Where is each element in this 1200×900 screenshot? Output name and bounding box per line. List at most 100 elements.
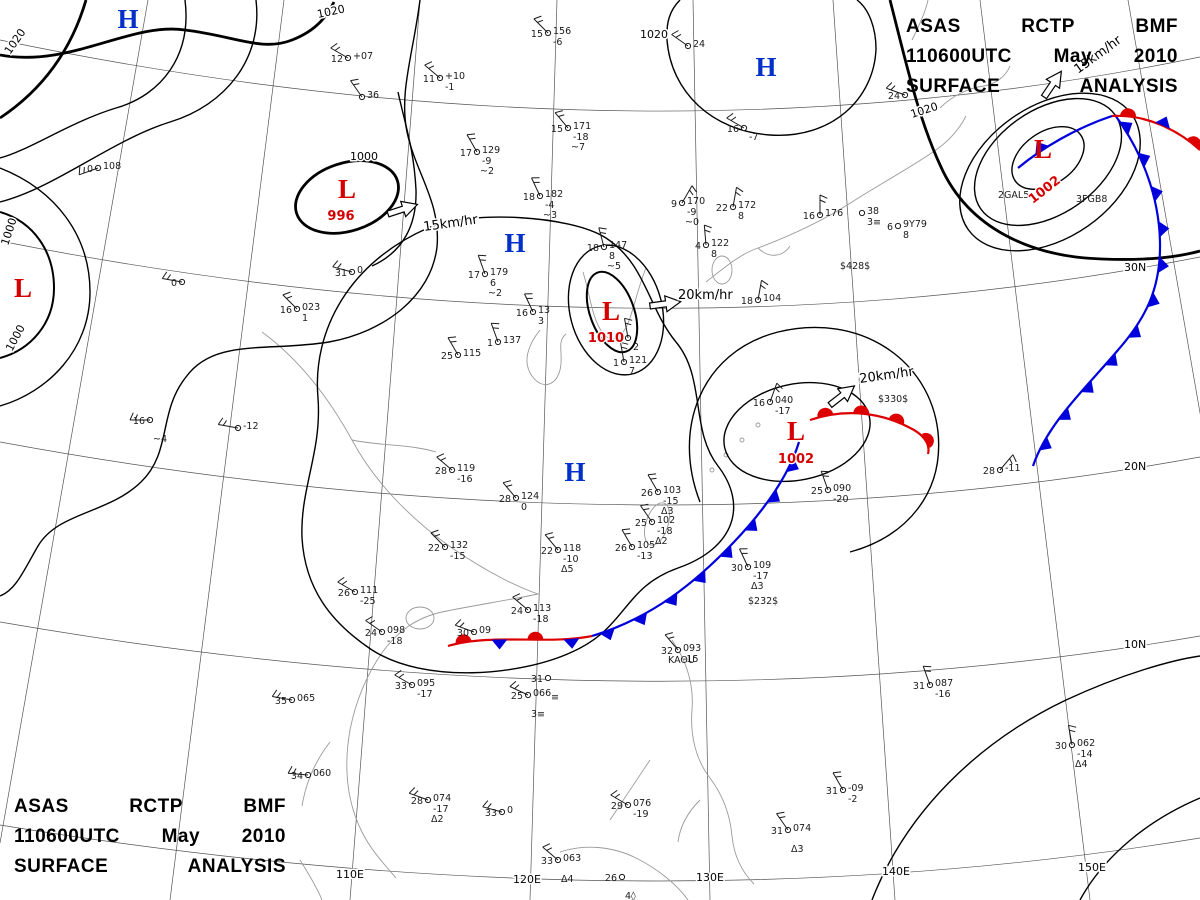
station-pressure: 104: [763, 293, 781, 304]
station-plot: 18 104: [741, 279, 781, 307]
warm-front-semicircle: [817, 407, 834, 418]
coastline-sakhalin: [911, 0, 929, 41]
coastline: [301, 741, 331, 807]
wind-barb-tick: [548, 536, 555, 539]
station-plot: 25 115: [441, 336, 481, 362]
wind-barb: [524, 293, 534, 313]
station-plot: 31 074 Δ3: [771, 811, 811, 855]
coastline: [677, 799, 701, 843]
triangle-icon: [1035, 141, 1049, 155]
longitude-label: 110E: [336, 868, 364, 881]
pressure-value: 1002: [1026, 173, 1064, 207]
movement-speed-label: 20km/hr: [678, 288, 733, 303]
station-pressure: 38: [867, 206, 879, 217]
title-line-3: SURFACE ANALYSIS: [14, 852, 286, 882]
title-word: ASAS: [906, 16, 961, 37]
movement-speed-label: 20km/hr: [858, 364, 915, 387]
station-pressure: 176: [825, 208, 843, 219]
wind-barb-tick: [625, 322, 632, 326]
station-temp: 24: [511, 606, 523, 617]
warm-front-semicircle: [1120, 108, 1136, 118]
station-pressure: +10: [445, 71, 465, 82]
station-circle: [858, 209, 866, 217]
wind-barb-tick: [624, 532, 631, 535]
station-extra: ~2: [480, 166, 494, 177]
station-temp: 34: [291, 771, 303, 782]
station-temp: 9: [671, 199, 677, 210]
station-temp: 33: [485, 808, 497, 819]
station-temp: 31: [335, 268, 347, 279]
low-center-symbol: L: [1034, 134, 1052, 164]
title-line-2: 110600UTC May 2010: [906, 42, 1178, 72]
station-dewpoint: 0: [521, 502, 527, 513]
station-temp: 15: [551, 124, 563, 135]
wind-barb-tick: [610, 789, 618, 796]
station-pressure: 098: [387, 625, 405, 636]
title-word: 2010: [1133, 46, 1178, 67]
station-plot: 24 098-18: [365, 616, 405, 647]
station-pressure: 095: [417, 678, 435, 689]
station-extra: ~5: [607, 261, 621, 272]
cold-front-triangle: [599, 628, 615, 641]
meridian: [1127, 0, 1200, 415]
station-plot: 0: [161, 271, 186, 289]
wind-barb-tick: [1068, 724, 1077, 728]
station-pressure: 182: [545, 189, 563, 200]
station-plot: 24: [671, 30, 705, 50]
wind-barb-tick: [424, 61, 433, 66]
arrow-icon: [648, 294, 682, 313]
coastline-philippines: [671, 639, 755, 885]
wind-barb-tick: [620, 341, 629, 345]
wind-barb-tick: [350, 78, 359, 82]
station-plot: 26 105-13: [615, 528, 655, 562]
semicircle-icon: [817, 407, 834, 418]
station-temp: 28: [435, 466, 447, 477]
wind-barb-tick: [434, 533, 441, 537]
title-word: May: [1053, 46, 1093, 67]
station-pressure: 13: [538, 305, 550, 316]
station-pressure: 093: [683, 643, 701, 654]
latitude-label: 20N: [1124, 460, 1146, 473]
coastline-palawan: [609, 759, 651, 821]
warm-front-semicircle: [455, 634, 472, 644]
meridian: [169, 0, 285, 900]
wind-barb-tick: [832, 771, 842, 774]
coastline-layer: [261, 0, 1011, 900]
wind-barb-tick: [643, 508, 650, 511]
longitude-label: 120E: [513, 873, 541, 886]
station-temp: 28: [499, 494, 511, 505]
station-dewpoint: -13: [637, 551, 653, 562]
cold-front-triangle: [1158, 221, 1170, 238]
station-pressure: 115: [463, 348, 481, 359]
station-dewpoint: 8: [903, 230, 909, 241]
pressure-value: 1010: [588, 331, 624, 346]
wind-barb-tick: [161, 271, 168, 279]
isobar-ring: [567, 244, 665, 376]
wind-barb: [502, 482, 517, 499]
station-pressure: 137: [503, 335, 521, 346]
wind-barb-tick: [276, 692, 282, 698]
station-pressure: 065: [297, 693, 315, 704]
wind-barb: [542, 846, 559, 861]
triangle-icon: [1137, 152, 1151, 168]
station-temp: 22: [541, 546, 553, 557]
station-dewpoint: 3: [538, 316, 544, 327]
station-pressure: 102: [657, 515, 675, 526]
wind-barb: [330, 47, 349, 59]
station-temp: 16: [516, 308, 528, 319]
cold-front-triangle: [744, 518, 758, 531]
wind-barb-tick: [664, 632, 673, 636]
station-dewpoint: -25: [360, 596, 376, 607]
wind-barb: [436, 456, 453, 471]
cold-front-triangle: [1104, 353, 1118, 366]
wind-barb-tick: [1009, 458, 1013, 465]
station-dewpoint: -15: [663, 496, 679, 507]
station-dewpoint: -17: [775, 406, 791, 417]
meridian: [529, 0, 558, 900]
cold-front: [1031, 114, 1162, 467]
arrow-icon: [386, 200, 419, 218]
